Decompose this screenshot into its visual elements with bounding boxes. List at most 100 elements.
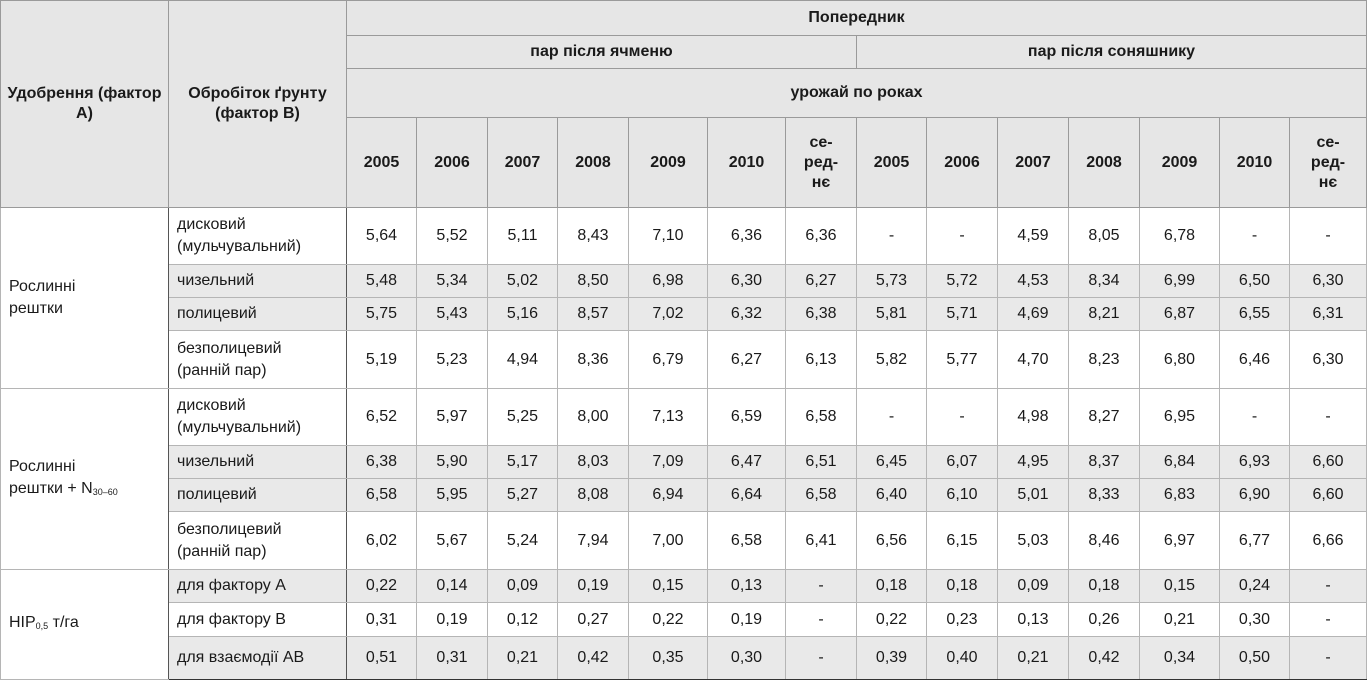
treatment-cell: чизельний <box>168 445 347 479</box>
value-cell: 0,30 <box>1219 602 1290 637</box>
factor-line: Рослинні <box>9 276 162 298</box>
value-text: 5,02 <box>506 272 539 289</box>
treatment-cell: чизельний <box>168 264 347 298</box>
value-text: 6,66 <box>1312 531 1344 549</box>
year-header: 2007 <box>997 117 1069 208</box>
group-header: пар після ячменю <box>346 35 857 69</box>
value-cell: 6,99 <box>1139 264 1220 298</box>
value-text: 6,58 <box>805 408 837 425</box>
value-text: 0,26 <box>1088 610 1120 628</box>
value-cell: 6,07 <box>926 445 998 479</box>
header-text: 2009 <box>1161 153 1198 171</box>
value-cell: 6,84 <box>1139 445 1220 479</box>
value-cell: 5,02 <box>487 264 558 298</box>
value-text: 6,52 <box>365 408 398 425</box>
header-row: 2005 2006 2007 2008 2009 2010 се-ред-нє 2005 200… <box>1 117 1368 208</box>
value-text: - <box>1251 227 1258 244</box>
value-text: 6,98 <box>652 272 684 289</box>
value-cell: 0,13 <box>707 569 786 603</box>
average-header: се-ред-нє <box>1288 117 1368 208</box>
treatment-text: для фактору В <box>177 610 286 628</box>
value-cell: 0,19 <box>707 602 786 637</box>
value-cell: 5,82 <box>856 330 927 389</box>
value-cell: 6,38 <box>785 297 857 331</box>
value-text: 6,45 <box>875 453 908 470</box>
value-text: 6,64 <box>730 486 763 503</box>
value-cell: 6,58 <box>785 388 857 446</box>
value-cell: 6,31 <box>1288 297 1368 331</box>
value-text: 5,73 <box>875 272 908 289</box>
value-text: 8,37 <box>1088 453 1120 470</box>
factor-text: т/га <box>48 614 79 631</box>
value-cell: 8,46 <box>1068 511 1140 570</box>
value-cell: 0,42 <box>557 636 629 680</box>
value-cell: 6,60 <box>1288 445 1368 479</box>
factor-text: рештки <box>9 300 63 317</box>
value-cell: 7,13 <box>628 388 708 446</box>
value-cell: 5,24 <box>487 511 558 570</box>
value-text: 5,48 <box>365 272 398 289</box>
treatment-cell: полицевий <box>168 478 347 512</box>
header-text: пар після ячменю <box>530 43 673 60</box>
value-cell: 5,97 <box>416 388 488 446</box>
value-cell: 0,22 <box>628 602 708 637</box>
table-row: Рослинні рештки + N30–60 дисковий (мульчува… <box>0 388 1368 570</box>
header-text: ред- <box>803 153 839 171</box>
value-text: 6,95 <box>1163 408 1196 425</box>
value-cell: - <box>785 636 857 680</box>
value-cell: 4,94 <box>487 330 558 389</box>
value-text: 7,00 <box>652 531 684 549</box>
value-text: - <box>818 610 824 628</box>
value-text: 4,98 <box>1017 408 1049 425</box>
value-cell: 0,19 <box>416 602 488 637</box>
value-cell: - <box>1288 569 1368 603</box>
value-text: 5,75 <box>365 305 398 322</box>
value-cell: 7,00 <box>628 511 708 570</box>
value-cell: 6,52 <box>346 388 417 446</box>
value-text: 5,01 <box>1017 486 1049 503</box>
treatment-cell: для фактору В <box>168 602 347 637</box>
value-cell: 6,38 <box>346 445 417 479</box>
value-cell: 0,12 <box>487 602 558 637</box>
value-text: 6,15 <box>946 531 978 549</box>
table-row: безполицевий (ранній пар) 6,02 5,67 5,24 7,94… <box>1 511 1368 570</box>
value-cell: 5,16 <box>487 297 558 331</box>
value-cell: 5,27 <box>487 478 558 512</box>
value-cell: 6,02 <box>346 511 417 570</box>
value-text: 6,90 <box>1238 486 1271 503</box>
value-cell: 6,10 <box>926 478 998 512</box>
treatment-text: для фактору А <box>177 577 286 594</box>
value-text: 6,56 <box>875 531 908 549</box>
value-text: 8,34 <box>1088 272 1120 289</box>
header-text: ред- <box>1310 153 1346 171</box>
year-header: 2010 <box>707 117 786 208</box>
value-text: - <box>818 649 824 666</box>
value-cell: 6,87 <box>1139 297 1220 331</box>
value-cell: 0,22 <box>856 602 927 637</box>
factor-text: НІР <box>9 614 36 631</box>
value-cell: - <box>1288 207 1368 265</box>
value-cell: 0,50 <box>1219 636 1290 680</box>
value-text: 6,38 <box>365 453 398 470</box>
factor-subscript: 30–60 <box>92 486 118 497</box>
value-cell: 6,55 <box>1219 297 1290 331</box>
value-text: 0,18 <box>875 577 908 594</box>
value-text: 0,15 <box>1163 577 1196 594</box>
header-text: 2010 <box>1236 153 1273 171</box>
value-text: 6,50 <box>1238 272 1271 289</box>
treatment-cell: для фактору А <box>168 569 347 603</box>
value-text: 6,41 <box>805 531 837 549</box>
value-cell: 6,15 <box>926 511 998 570</box>
table-row: полицевий 6,58 5,95 5,27 8,08 6,94 6,64 6,58 6,4… <box>1 478 1368 512</box>
value-text: 0,51 <box>365 649 398 666</box>
header-text: нє <box>1318 173 1338 191</box>
value-cell: 6,51 <box>785 445 857 479</box>
value-cell: 0,09 <box>997 569 1069 603</box>
value-cell: 8,21 <box>1068 297 1140 331</box>
value-cell: 5,77 <box>926 330 998 389</box>
value-text: 4,70 <box>1017 350 1049 368</box>
value-text: 0,09 <box>506 577 539 594</box>
year-header: 2008 <box>557 117 629 208</box>
value-text: 6,30 <box>1312 350 1344 368</box>
